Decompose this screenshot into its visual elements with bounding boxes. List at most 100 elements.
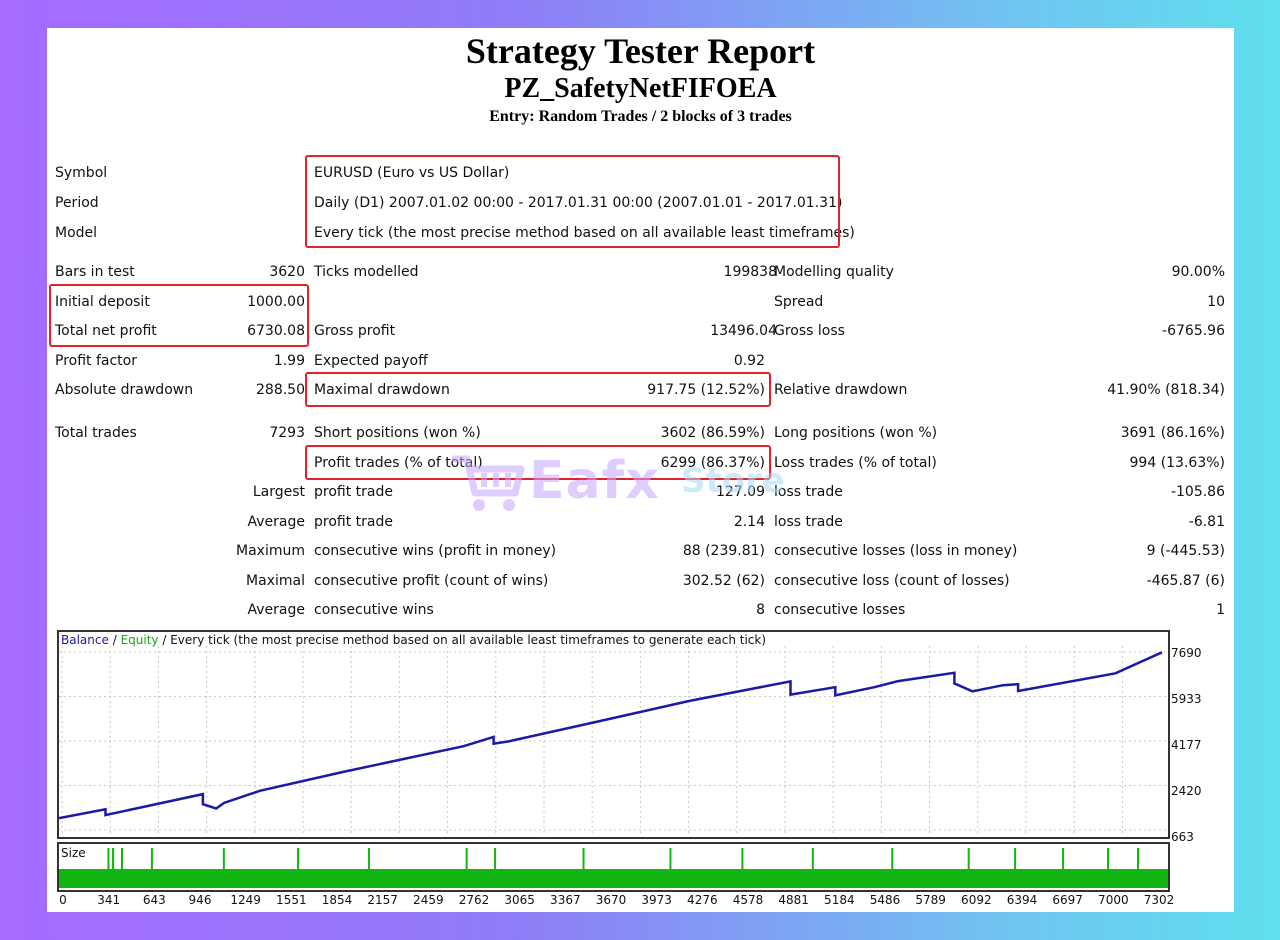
ticks-value: 199838 <box>723 264 777 280</box>
model-value: Every tick (the most precise method base… <box>314 225 855 241</box>
payoff-label: Expected payoff <box>314 353 428 369</box>
netprofit-value: 6730.08 <box>247 323 305 339</box>
x-tick-label: 7000 <box>1098 893 1129 907</box>
netprofit-label: Total net profit <box>55 323 157 339</box>
maximal-profit-value: 302.52 (62) <box>682 573 765 589</box>
bars-value: 3620 <box>269 264 305 280</box>
x-tick-label: 6697 <box>1052 893 1083 907</box>
avg-consec-losses-value: 1 <box>1216 602 1225 618</box>
y-tick-label: 2420 <box>1171 784 1202 798</box>
payoff-value: 0.92 <box>733 353 765 369</box>
absdd-label: Absolute drawdown <box>55 382 194 398</box>
maximum-wins-value: 88 (239.81) <box>682 543 765 559</box>
legend-sep-1: / <box>112 633 117 647</box>
maximum-losses-label: consecutive losses (loss in money) <box>774 543 1018 559</box>
legend-description: Every tick (the most precise method base… <box>170 633 767 647</box>
x-tick-label: 3973 <box>641 893 672 907</box>
x-tick-label: 2762 <box>458 893 490 907</box>
x-tick-label: 3670 <box>595 893 627 907</box>
avg-consec-losses-label: consecutive losses <box>774 602 906 618</box>
x-tick-label: 3367 <box>550 893 581 907</box>
entry-description: Entry: Random Trades / 2 blocks of 3 tra… <box>489 108 792 125</box>
ptrades-label: Profit trades (% of total) <box>314 455 483 471</box>
long-label: Long positions (won %) <box>774 425 938 441</box>
y-tick-label: 4177 <box>1171 738 1202 752</box>
ptrades-value: 6299 (86.37%) <box>660 455 765 471</box>
average-profit-value: 2.14 <box>733 514 765 530</box>
x-tick-label: 6394 <box>1006 893 1038 907</box>
x-tick-label: 5486 <box>869 893 901 907</box>
trades-label: Total trades <box>55 425 137 441</box>
maximum-losses-value: 9 (-445.53) <box>1146 543 1225 559</box>
reldd-value: 41.90% (818.34) <box>1107 382 1225 398</box>
grossloss-value: -6765.96 <box>1162 323 1225 339</box>
highlight-deposit <box>49 284 309 347</box>
maximum-label: Maximum <box>236 543 305 559</box>
maximal-label: Maximal <box>246 573 305 589</box>
quality-value: 90.00% <box>1171 264 1225 280</box>
symbol-label: Symbol <box>55 165 108 181</box>
largest-profit-label: profit trade <box>314 484 393 500</box>
size-fill <box>59 869 1168 888</box>
maximal-profit-label: consecutive profit (count of wins) <box>314 573 549 589</box>
bars-label: Bars in test <box>55 264 135 280</box>
watermark-store: Store <box>681 461 785 501</box>
x-tick-label: 7302 <box>1143 893 1175 907</box>
size-chart <box>59 848 1168 888</box>
report-title: Strategy Tester Report <box>465 31 816 71</box>
x-tick-label: 946 <box>188 893 212 907</box>
short-value: 3602 (86.59%) <box>660 425 765 441</box>
x-tick-label: 1249 <box>230 893 261 907</box>
average-loss-label: loss trade <box>774 514 843 530</box>
x-tick-label: 5789 <box>915 893 946 907</box>
cart-icon <box>451 455 525 511</box>
x-tick-label: 4881 <box>778 893 809 907</box>
trades-value: 7293 <box>269 425 305 441</box>
ltrades-value: 994 (13.63%) <box>1129 455 1225 471</box>
spread-value: 10 <box>1207 294 1225 310</box>
quality-label: Modelling quality <box>774 264 894 280</box>
ea-name: PZ_SafetyNetFIFOEA <box>504 73 777 104</box>
x-tick-label: 1551 <box>276 893 307 907</box>
average-profit-label: profit trade <box>314 514 393 530</box>
highlight-ptrades <box>305 445 771 480</box>
pf-label: Profit factor <box>55 353 137 369</box>
maximal-loss-label: consecutive loss (count of losses) <box>774 573 1010 589</box>
short-label: Short positions (won %) <box>314 425 481 441</box>
balance-series-line <box>59 651 1163 820</box>
avg-consec-label: Average <box>247 602 306 618</box>
x-tick-label: 341 <box>97 893 121 907</box>
x-tick-label: 2157 <box>367 893 398 907</box>
avg-consec-wins-value: 8 <box>756 602 765 618</box>
x-tick-label: 5184 <box>824 893 855 907</box>
x-tick-label: 4276 <box>687 893 718 907</box>
legend-sep-2: / <box>162 633 167 647</box>
size-label: Size <box>61 846 86 860</box>
highlight-maxdd <box>305 372 771 407</box>
y-tick-label: 5933 <box>1171 692 1202 706</box>
y-tick-label: 7690 <box>1171 646 1202 660</box>
symbol-value: EURUSD (Euro vs US Dollar) <box>314 165 510 181</box>
grossloss-label: Gross loss <box>774 323 845 339</box>
period-label: Period <box>55 195 99 211</box>
avg-consec-wins-label: consecutive wins <box>314 602 434 618</box>
grossprofit-value: 13496.04 <box>710 323 777 339</box>
highlight-info <box>305 155 840 248</box>
x-tick-label: 643 <box>142 893 166 907</box>
average-label: Average <box>247 514 306 530</box>
balance-chart <box>59 646 1168 835</box>
x-tick-label: 0 <box>59 893 67 907</box>
ltrades-label: Loss trades (% of total) <box>774 455 937 471</box>
maximal-loss-value: -465.87 (6) <box>1146 573 1225 589</box>
maxdd-label: Maximal drawdown <box>314 382 450 398</box>
y-tick-label: 663 <box>1171 830 1194 844</box>
x-tick-label: 1854 <box>321 893 353 907</box>
model-label: Model <box>55 225 98 241</box>
chart-legend: Balance / Equity / Every tick (the most … <box>61 633 766 647</box>
largest-label: Largest <box>252 484 305 500</box>
legend-balance: Balance <box>61 633 109 647</box>
watermark-logo: Eafx Store <box>451 447 861 517</box>
x-tick-label: 2459 <box>413 893 444 907</box>
report-sheet: Strategy Tester Report PZ_SafetyNetFIFOE… <box>47 28 1234 912</box>
long-value: 3691 (86.16%) <box>1120 425 1225 441</box>
